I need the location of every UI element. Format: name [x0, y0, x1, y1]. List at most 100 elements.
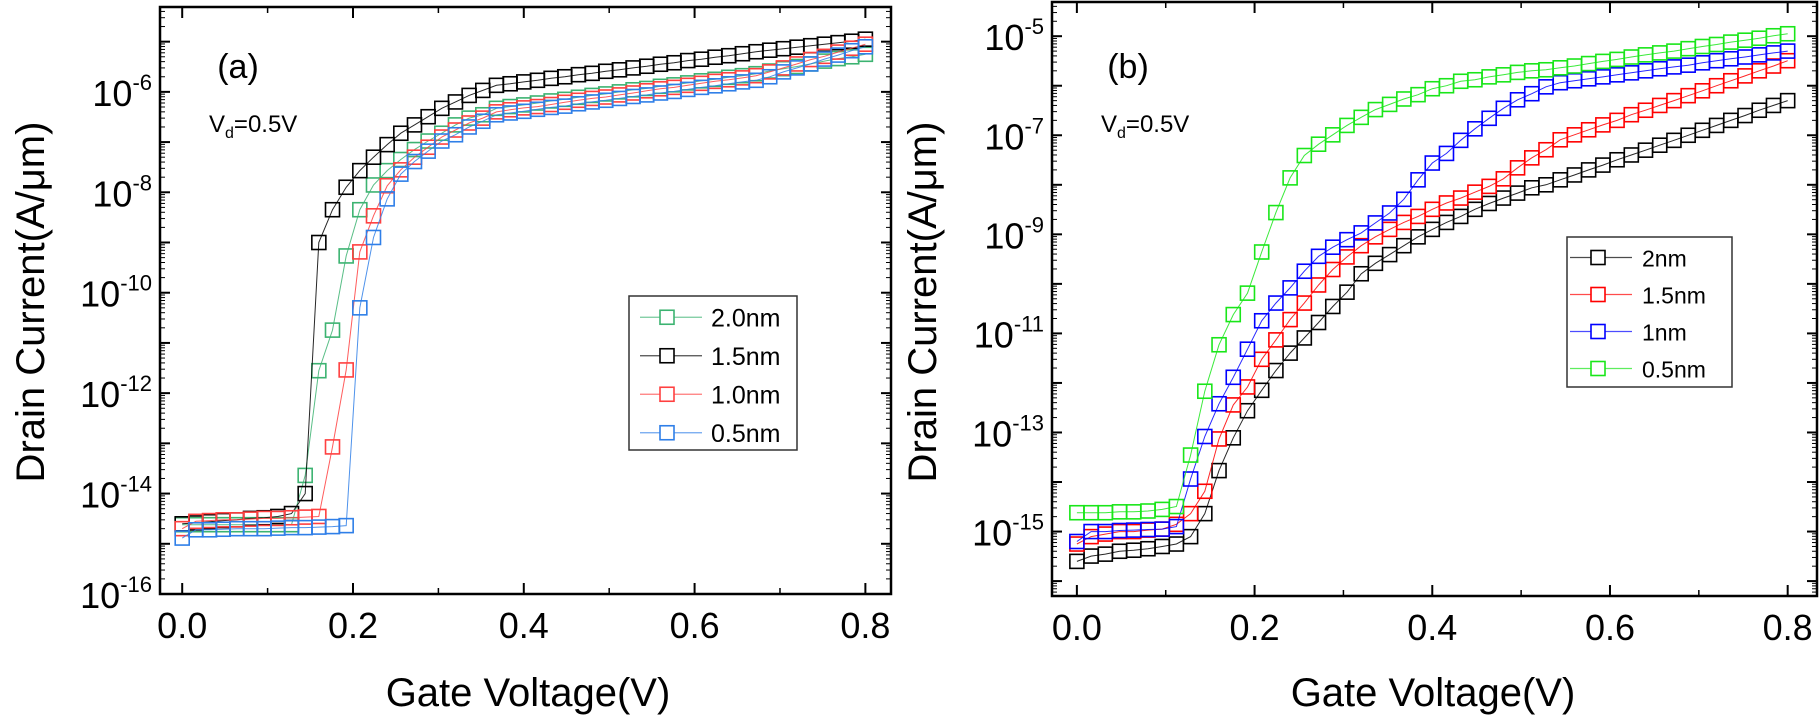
vd-annotation-rest: =0.5V [1126, 111, 1189, 138]
x-tick-label: 0.4 [1407, 607, 1457, 648]
data-point [365, 149, 382, 165]
data-point [379, 191, 395, 207]
legend-label: 1.5nm [1642, 283, 1706, 309]
series-1nm [1069, 43, 1796, 550]
legend-marker [1590, 323, 1606, 340]
data-point [1779, 43, 1796, 59]
data-point [1296, 263, 1313, 280]
y-tick-label: 10-8 [92, 170, 152, 214]
series-1.5nm [174, 31, 874, 532]
data-point [365, 208, 382, 224]
data-point [1182, 447, 1199, 463]
data-point [1396, 191, 1412, 208]
data-point [1523, 150, 1540, 166]
data-point [1253, 244, 1270, 260]
data-point [1538, 141, 1554, 158]
panel-label: (b) [1107, 48, 1149, 86]
data-point [324, 439, 341, 455]
data-point [1168, 498, 1185, 515]
data-point [1253, 312, 1270, 329]
legend: 2.0nm 1.5nm 1.0nm 0.5nm [628, 295, 798, 451]
data-point [1495, 100, 1512, 117]
legend-marker [1590, 360, 1606, 377]
y-tick-base: 10 [972, 413, 1012, 454]
legend-item-0.5nm: 0.5nm [640, 420, 780, 448]
series-0.5nm [174, 38, 874, 546]
data-point [1182, 528, 1199, 545]
vd-annotation: Vd=0.5V [1101, 111, 1189, 142]
vd-annotation-sub: d [225, 125, 234, 142]
series-group [1069, 25, 1796, 570]
y-tick-base: 10 [92, 173, 132, 214]
data-point [406, 153, 423, 170]
panel-a: (a) Vd=0.5V Gate Voltage(V) Drain Curren… [9, 5, 893, 715]
data-point [1239, 341, 1256, 357]
data-point [1353, 265, 1369, 282]
vd-annotation-main: V [209, 111, 225, 138]
data-point [1424, 155, 1441, 171]
data-point [1310, 248, 1327, 265]
data-point [1296, 147, 1313, 164]
y-tick-exponent: -11 [1014, 311, 1044, 336]
data-point [1197, 428, 1213, 445]
y-tick-label: 10-13 [972, 410, 1044, 454]
series-line [1076, 50, 1788, 542]
data-point [1268, 362, 1284, 379]
data-point [311, 234, 327, 251]
y-axis-title: Drain Current(A/μm) [9, 122, 53, 483]
y-tick-label: 10-12 [80, 371, 152, 415]
y-tick-label: 10-7 [984, 113, 1044, 157]
data-point [1069, 553, 1085, 570]
data-point [1253, 351, 1270, 368]
legend-marker [659, 424, 675, 441]
data-point [1239, 285, 1256, 301]
legend-marker [659, 347, 675, 364]
data-point [324, 322, 341, 338]
y-tick-label: 10-15 [972, 510, 1044, 554]
data-point [1197, 383, 1213, 400]
data-point [1296, 295, 1313, 311]
data-point [1310, 314, 1327, 331]
data-point [1268, 332, 1284, 348]
panel-label: (a) [217, 48, 259, 86]
data-point [1239, 379, 1256, 395]
series-line [181, 46, 866, 539]
y-tick-base: 10 [984, 17, 1024, 58]
vd-annotation-sub: d [1117, 125, 1126, 142]
data-point [1452, 132, 1469, 149]
x-tick-label: 0.2 [328, 605, 378, 646]
series-2nm [1069, 92, 1796, 570]
data-point [420, 143, 436, 159]
data-point [1282, 345, 1298, 361]
y-tick-base: 10 [974, 314, 1014, 355]
data-point [1324, 261, 1341, 278]
data-point [338, 517, 354, 534]
legend-marker [659, 386, 675, 403]
legend: 2nm 1.5nm 1nm 0.5nm [1566, 236, 1733, 388]
data-point [420, 108, 436, 125]
data-point [352, 244, 368, 260]
vd-annotation: Vd=0.5V [209, 111, 297, 142]
y-tick-base: 10 [984, 116, 1024, 157]
series-line [181, 43, 866, 530]
x-tick-label: 0.6 [1585, 607, 1635, 648]
data-point [324, 201, 341, 218]
data-point [1324, 298, 1341, 315]
data-point [1509, 160, 1526, 176]
data-point [1069, 533, 1085, 550]
legend-label: 2nm [1642, 246, 1687, 272]
vd-annotation-rest: =0.5V [234, 111, 297, 138]
data-point [1225, 306, 1242, 323]
data-point [352, 300, 368, 316]
y-tick-base: 10 [80, 475, 120, 516]
data-point [1481, 110, 1497, 127]
data-point [1779, 52, 1796, 69]
data-point [1396, 237, 1412, 254]
data-point [1211, 395, 1227, 412]
data-point [1381, 205, 1398, 221]
y-tick-base: 10 [80, 274, 120, 315]
y-tick-base: 10 [92, 73, 132, 114]
data-point [311, 508, 327, 525]
legend-item-2nm: 2nm [1570, 246, 1687, 272]
data-point [365, 229, 382, 246]
